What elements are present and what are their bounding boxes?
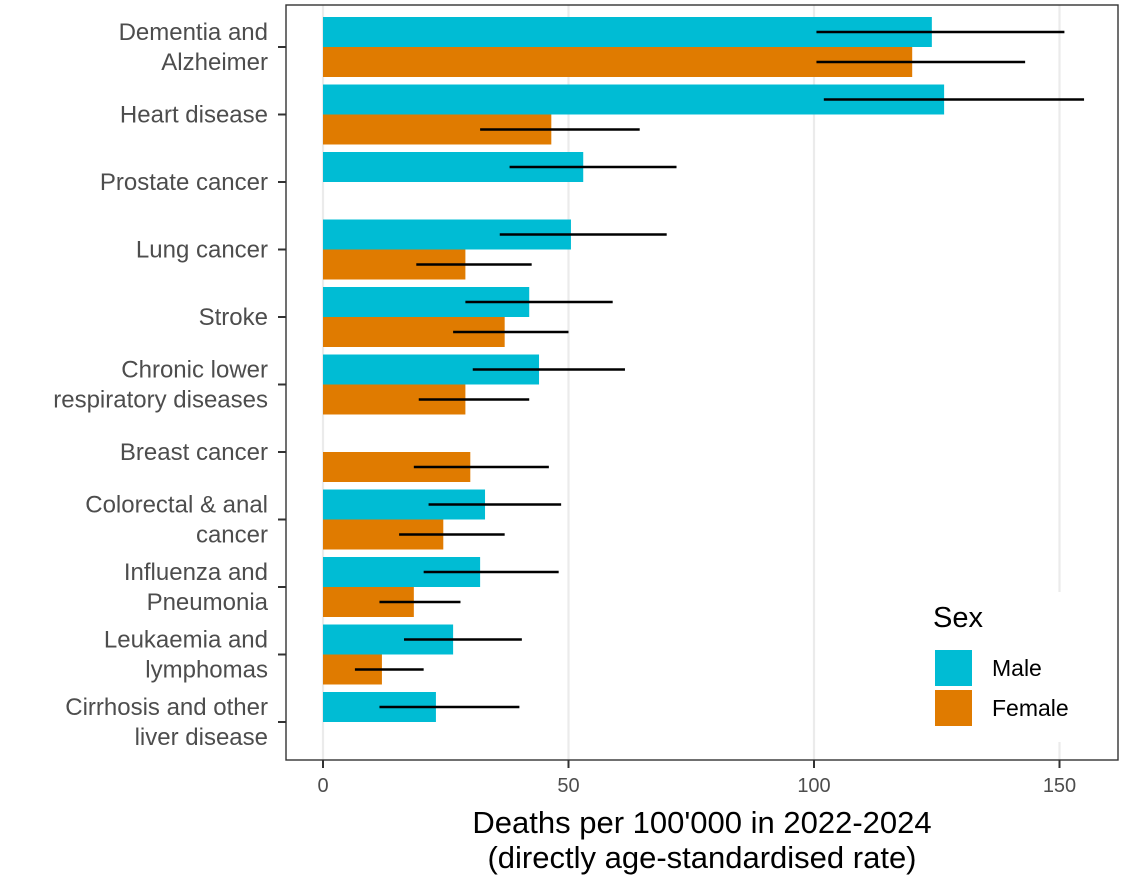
y-tick-label-6: Breast cancer — [120, 439, 268, 466]
y-tick-label-9: Leukaemia and lymphomas — [104, 627, 268, 684]
y-tick-label-10-line-0: Cirrhosis and other — [65, 694, 268, 721]
legend-key-male — [935, 650, 972, 686]
y-tick-label-4: Stroke — [199, 304, 268, 331]
y-tick-label-7-line-1: cancer — [196, 522, 268, 549]
legend-key-female — [935, 690, 972, 726]
bar-female-0 — [323, 47, 913, 77]
bars — [323, 17, 945, 722]
y-tick-label-9-line-1: lymphomas — [145, 657, 268, 684]
panel-border — [285, 4, 1119, 761]
x-tick-label-1: 50 — [557, 775, 579, 797]
legend: Sex Male Female — [920, 592, 1110, 742]
y-tick-label-8-line-0: Influenza and — [124, 559, 268, 586]
x-axis-title-line-1: Deaths per 100'000 in 2022-2024 — [472, 805, 931, 840]
y-tick-label-0-line-1: Alzheimer — [161, 49, 268, 76]
y-tick-label-8: Influenza and Pneumonia — [124, 559, 269, 616]
error-bars — [354, 30, 1085, 709]
x-tick-label-3: 150 — [1043, 775, 1076, 797]
y-tick-label-4-line-0: Stroke — [199, 304, 268, 331]
y-tick-label-3: Lung cancer — [136, 237, 268, 264]
y-tick-label-6-line-0: Breast cancer — [120, 439, 268, 466]
y-tick-label-10-line-1: liver disease — [135, 724, 268, 751]
x-axis-title: Deaths per 100'000 in 2022-2024 (directl… — [472, 805, 931, 875]
y-tick-label-5: Chronic lower respiratory diseases — [53, 357, 268, 414]
y-tick-label-5-line-1: respiratory diseases — [53, 387, 268, 414]
y-tick-label-10: Cirrhosis and other liver disease — [65, 694, 268, 751]
y-tick-label-2-line-0: Prostate cancer — [100, 169, 268, 196]
y-tick-label-1-line-0: Heart disease — [120, 102, 268, 129]
legend-label-female: Female — [992, 695, 1069, 721]
y-tick-label-0-line-0: Dementia and — [119, 19, 268, 46]
x-tick-label-0: 0 — [317, 775, 328, 797]
legend-label-male: Male — [992, 655, 1042, 681]
axes: Dementia and Alzheimer Heart disease Prosta… — [53, 19, 1076, 797]
y-tick-label-8-line-1: Pneumonia — [147, 589, 269, 616]
x-axis-title-line-2: (directly age-standardised rate) — [487, 840, 916, 875]
x-tick-label-2: 100 — [797, 775, 830, 797]
y-tick-label-1: Heart disease — [120, 102, 268, 129]
legend-title: Sex — [933, 602, 983, 634]
y-tick-label-3-line-0: Lung cancer — [136, 237, 268, 264]
y-tick-label-2: Prostate cancer — [100, 169, 268, 196]
y-tick-label-0: Dementia and Alzheimer — [119, 19, 268, 76]
y-tick-label-7: Colorectal & anal cancer — [85, 492, 268, 549]
y-tick-label-5-line-0: Chronic lower — [121, 357, 268, 384]
y-tick-label-7-line-0: Colorectal & anal — [85, 492, 268, 519]
y-tick-label-9-line-0: Leukaemia and — [104, 627, 268, 654]
